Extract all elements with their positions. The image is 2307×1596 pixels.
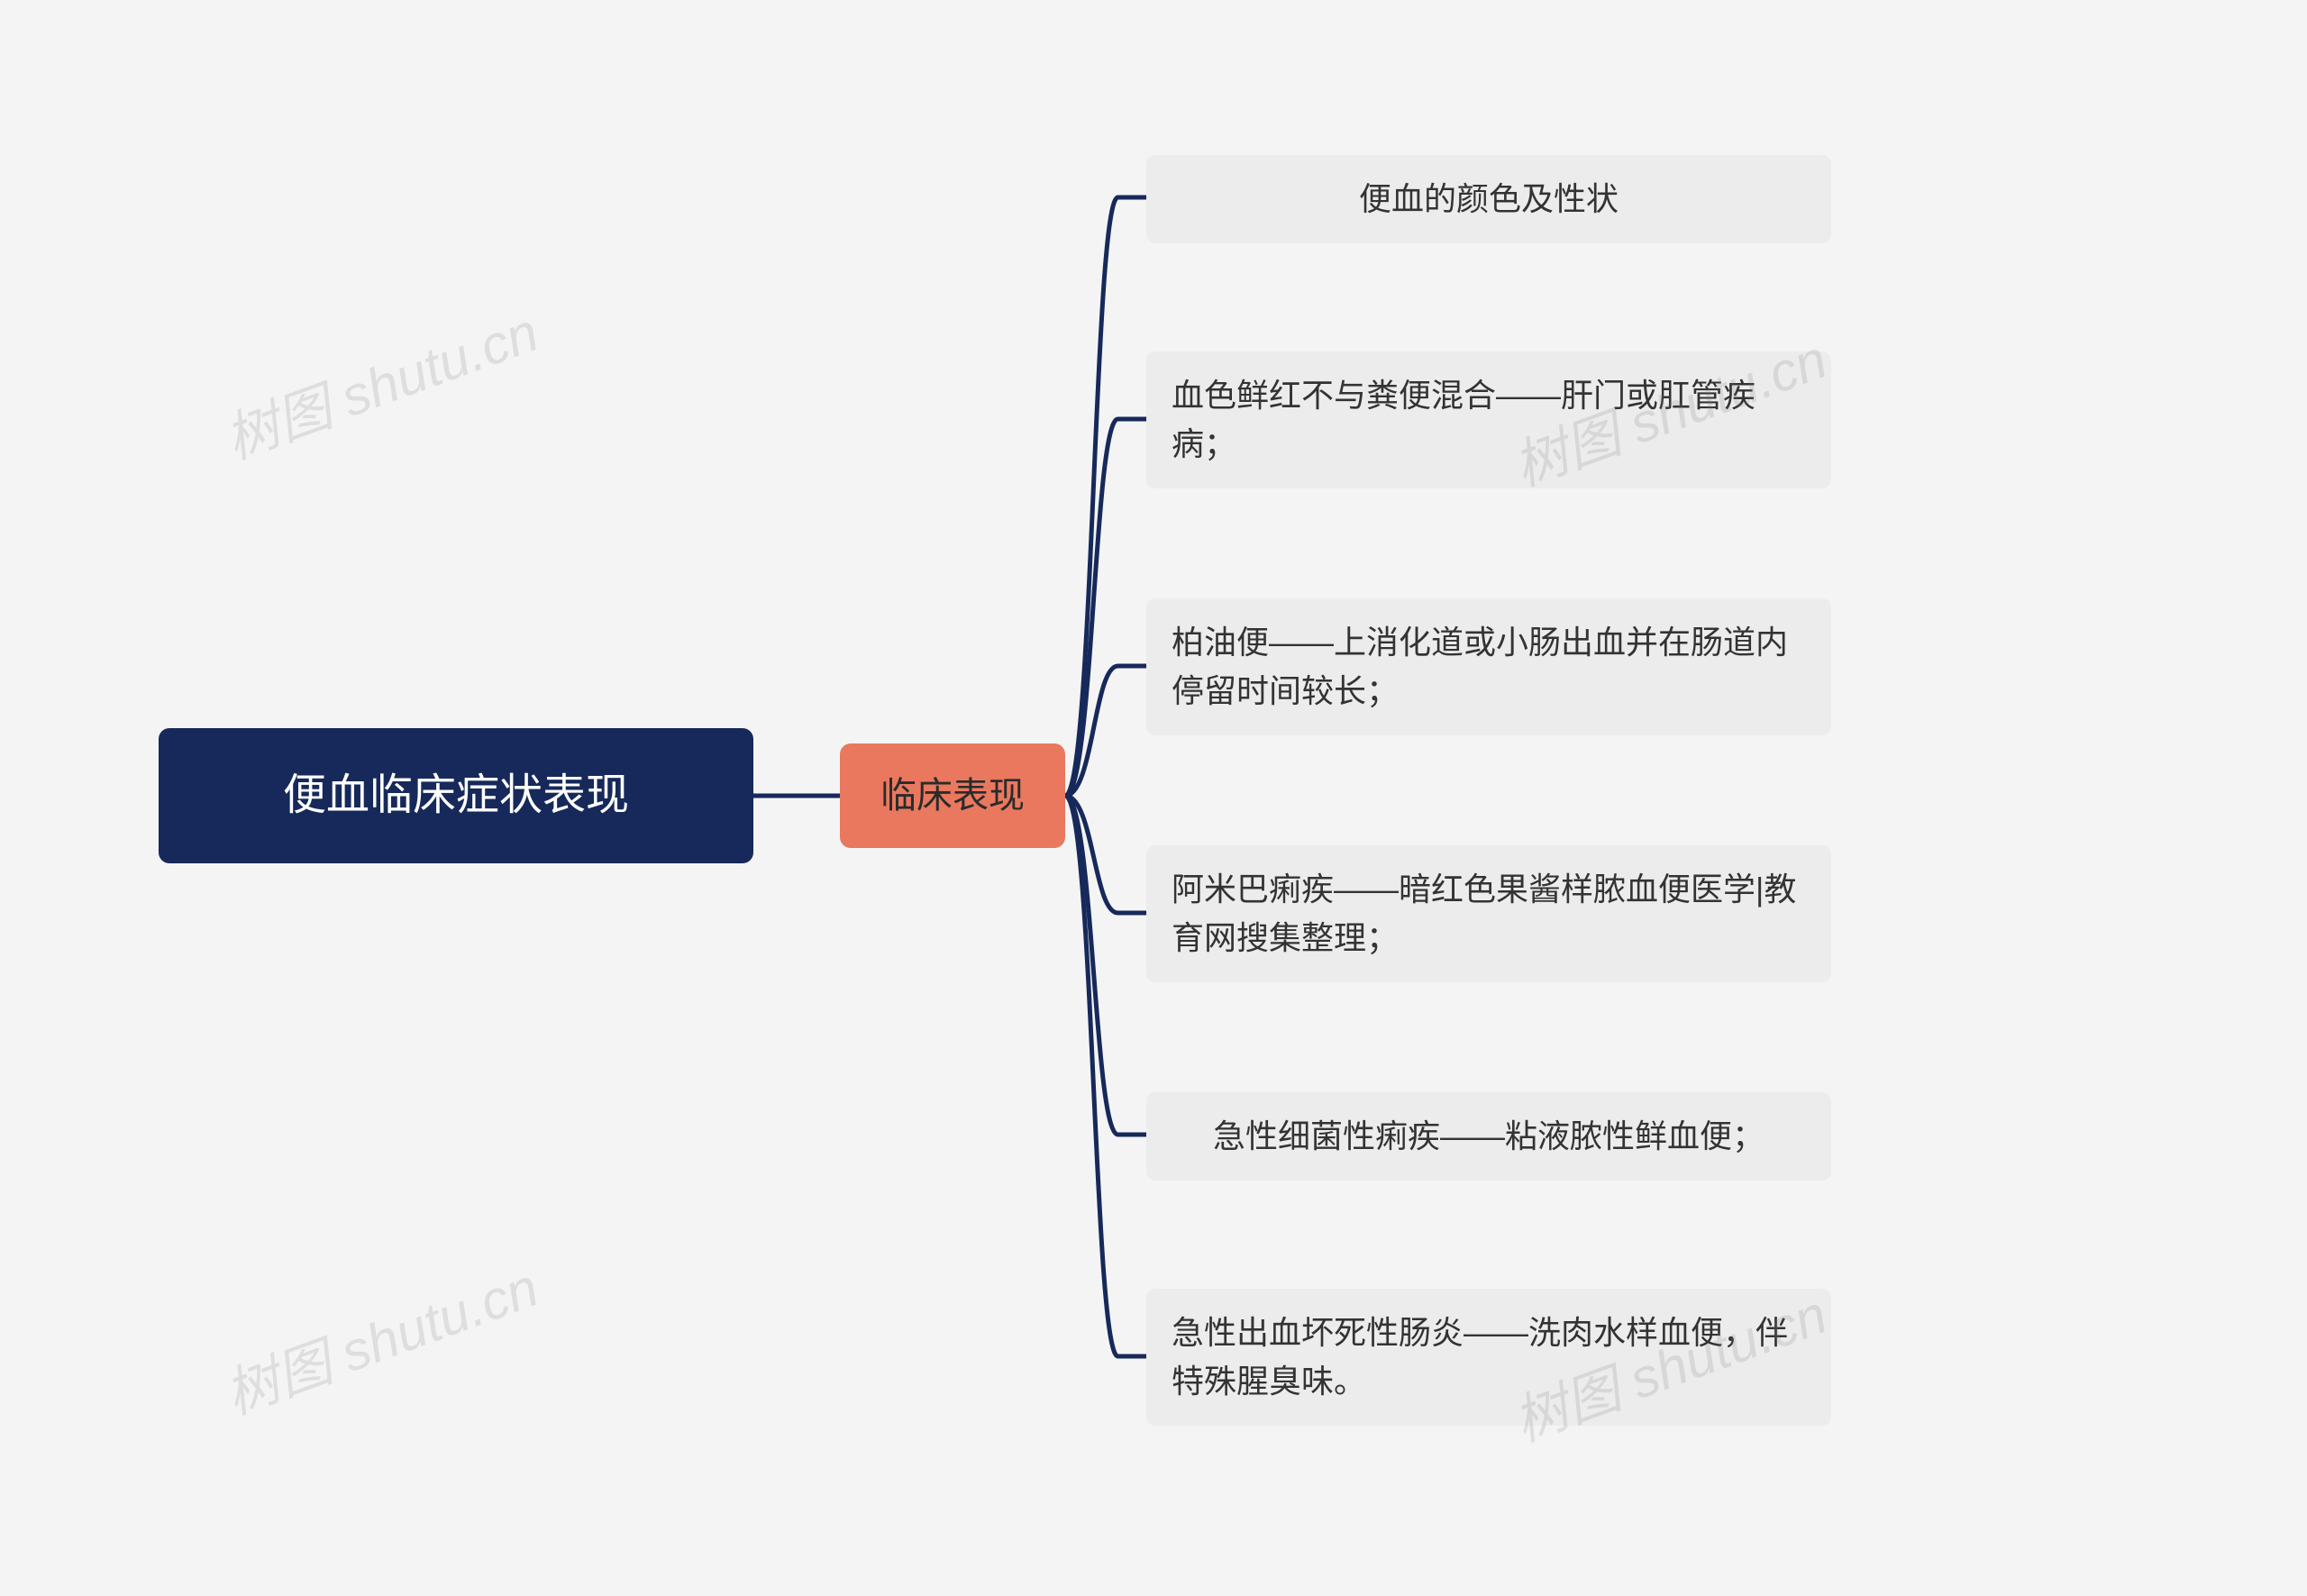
leaf-label: 便血的颜色及性状 — [1359, 175, 1619, 223]
mindmap-leaf-node: 阿米巴痢疾——暗红色果酱样脓血便医学|教育网搜集整理； — [1146, 845, 1831, 982]
mindmap-leaf-node: 血色鲜红不与粪便混合——肝门或肛管疾病； — [1146, 351, 1831, 488]
mindmap-root-node: 便血临床症状表现 — [159, 728, 753, 863]
watermark: 树图 shutu.cn — [213, 1244, 547, 1429]
leaf-label: 柏油便——上消化道或小肠出血并在肠道内停留时间较长； — [1172, 618, 1806, 716]
leaf-label: 急性出血坏死性肠炎——洗肉水样血便，伴特殊腥臭味。 — [1172, 1309, 1806, 1406]
root-label: 便血临床症状表现 — [283, 763, 629, 828]
mindmap-leaf-node: 急性细菌性痢疾——粘液脓性鲜血便； — [1146, 1092, 1831, 1181]
leaf-label: 急性细菌性痢疾——粘液脓性鲜血便； — [1213, 1112, 1764, 1161]
leaf-label: 血色鲜红不与粪便混合——肝门或肛管疾病； — [1172, 371, 1806, 469]
branch-label: 临床表现 — [880, 769, 1025, 823]
leaf-label: 阿米巴痢疾——暗红色果酱样脓血便医学|教育网搜集整理； — [1172, 865, 1806, 962]
mindmap-leaf-node: 柏油便——上消化道或小肠出血并在肠道内停留时间较长； — [1146, 598, 1831, 735]
mindmap-leaf-node: 便血的颜色及性状 — [1146, 155, 1831, 243]
watermark: 树图 shutu.cn — [213, 288, 547, 474]
mindmap-branch-node: 临床表现 — [840, 743, 1065, 848]
mindmap-leaf-node: 急性出血坏死性肠炎——洗肉水样血便，伴特殊腥臭味。 — [1146, 1289, 1831, 1426]
